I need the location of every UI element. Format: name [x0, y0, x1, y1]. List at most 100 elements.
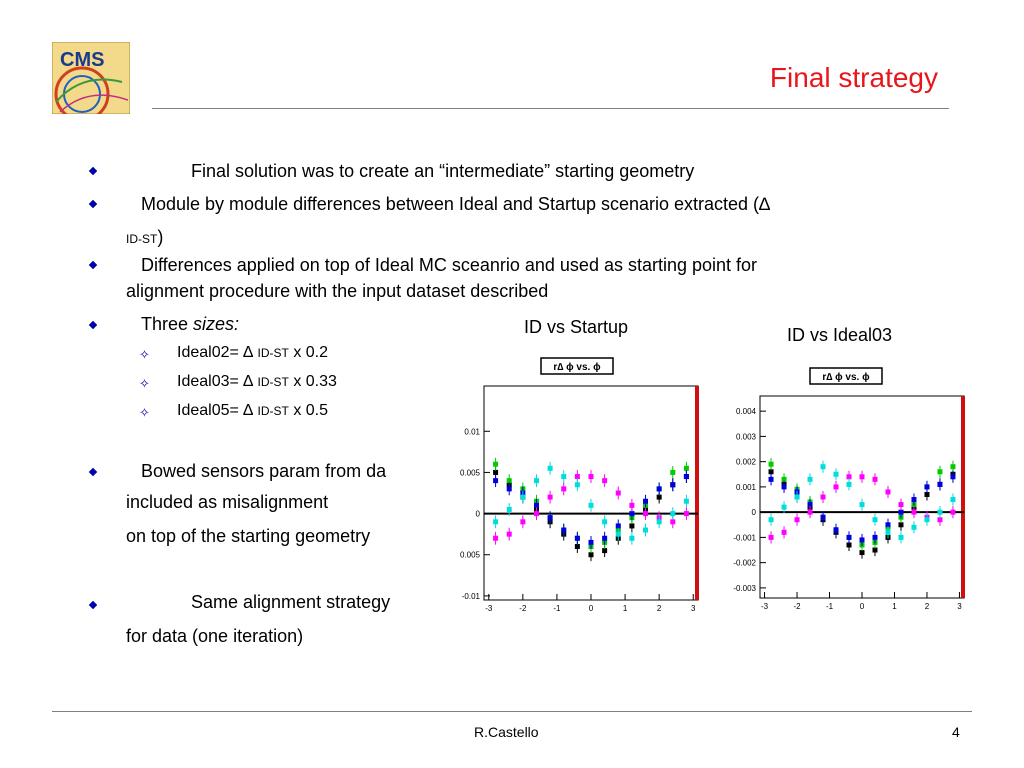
data-point: [846, 542, 852, 548]
data-point: [937, 509, 943, 515]
data-point: [898, 502, 904, 508]
sub-bullet-1-label: Ideal02=: [177, 344, 244, 361]
x-tick-label: 2: [657, 604, 662, 613]
bullet-diamond-icon: [88, 600, 98, 610]
data-point: [656, 494, 662, 500]
data-point: [643, 511, 649, 517]
data-point: [833, 471, 839, 477]
data-point: [859, 474, 865, 480]
sub-bullet-3-label: Ideal05=: [177, 402, 244, 419]
data-point: [781, 529, 787, 535]
data-point: [643, 527, 649, 533]
sub-bullet-2: Ideal03= ∆ ID-ST x 0.33: [177, 373, 337, 391]
bullet-5-line-2: included as misalignment: [126, 492, 329, 512]
bullet-5-line-3: on top of the starting geometry: [126, 526, 371, 546]
sub-bullet-1-factor: x 0.2: [288, 344, 329, 361]
x-tick-label: -1: [553, 604, 561, 613]
plot-title-box: [540, 357, 614, 375]
data-point: [924, 484, 930, 490]
data-point: [846, 534, 852, 540]
data-point: [768, 476, 774, 482]
data-point: [820, 464, 826, 470]
data-point: [506, 478, 512, 484]
y-tick-label: 0.005: [460, 468, 481, 477]
data-point: [602, 548, 608, 554]
data-point: [768, 534, 774, 540]
plot-left-label: ID vs Startup: [524, 317, 629, 337]
data-point: [807, 502, 813, 508]
bullet-5-line-1: Bowed sensors param from da: [141, 461, 387, 481]
data-point: [820, 494, 826, 500]
data-point: [859, 502, 865, 508]
delta-symbol: ∆: [243, 402, 254, 419]
data-point: [629, 502, 635, 508]
data-point: [656, 519, 662, 525]
data-point: [547, 515, 553, 521]
y-tick-label: 0.001: [736, 483, 757, 492]
bullet-diamond-icon: [88, 199, 98, 209]
plot-edge-marker: [695, 386, 699, 600]
slide-title: Final strategy: [769, 62, 938, 93]
data-point: [615, 490, 621, 496]
data-point: [506, 486, 512, 492]
data-point: [670, 511, 676, 517]
data-point: [937, 517, 943, 523]
data-point: [588, 502, 594, 508]
data-point: [872, 517, 878, 523]
bullet-1-text: Final solution was to create an “interme…: [191, 161, 695, 181]
data-point: [872, 476, 878, 482]
plot-title: r∆ ϕ vs. ϕ: [553, 362, 601, 373]
data-point: [846, 481, 852, 487]
data-point: [588, 474, 594, 480]
data-point: [911, 524, 917, 530]
data-point: [898, 509, 904, 515]
delta-symbol: ∆: [759, 194, 771, 214]
plot-frame: [483, 385, 699, 601]
data-point: [872, 534, 878, 540]
x-tick-label: -2: [793, 602, 801, 611]
data-point: [683, 465, 689, 471]
data-point: [493, 535, 499, 541]
delta-subscript: ID-ST: [257, 375, 289, 389]
data-point: [781, 504, 787, 510]
data-point: [768, 517, 774, 523]
data-point: [629, 523, 635, 529]
data-point: [885, 529, 891, 535]
data-point: [898, 534, 904, 540]
data-point: [533, 478, 539, 484]
data-point: [807, 476, 813, 482]
x-tick-label: 1: [623, 604, 628, 613]
data-point: [656, 486, 662, 492]
data-point: [493, 461, 499, 467]
x-tick-label: 2: [925, 602, 930, 611]
footer-divider: [52, 711, 972, 712]
x-tick-label: 0: [860, 602, 865, 611]
data-point: [588, 552, 594, 558]
data-point: [533, 502, 539, 508]
data-point: [520, 519, 526, 525]
bullet-diamond-icon: [88, 166, 98, 176]
data-point: [670, 469, 676, 475]
x-tick-label: -2: [519, 604, 527, 613]
data-point: [924, 491, 930, 497]
sub-bullet-star-icon: ✧: [139, 376, 150, 391]
delta-symbol: ∆: [243, 373, 254, 390]
sub-bullet-1: Ideal02= ∆ ID-ST x 0.2: [177, 344, 328, 362]
bullet-2-text: Module by module differences between Ide…: [141, 193, 770, 215]
data-point: [846, 474, 852, 480]
data-point: [574, 482, 580, 488]
data-point: [629, 535, 635, 541]
y-tick-label: -0.003: [733, 584, 756, 593]
sub-bullet-2-label: Ideal03=: [177, 373, 244, 390]
x-tick-label: 3: [691, 604, 696, 613]
y-tick-label: 0.01: [464, 427, 480, 436]
logo-text: CMS: [60, 49, 104, 71]
data-point: [670, 482, 676, 488]
y-tick-label: 0: [752, 508, 757, 517]
bullet-diamond-icon: [88, 260, 98, 270]
data-point: [493, 469, 499, 475]
sub-bullet-star-icon: ✧: [139, 405, 150, 420]
data-point: [937, 481, 943, 487]
data-point: [506, 506, 512, 512]
data-point: [781, 476, 787, 482]
